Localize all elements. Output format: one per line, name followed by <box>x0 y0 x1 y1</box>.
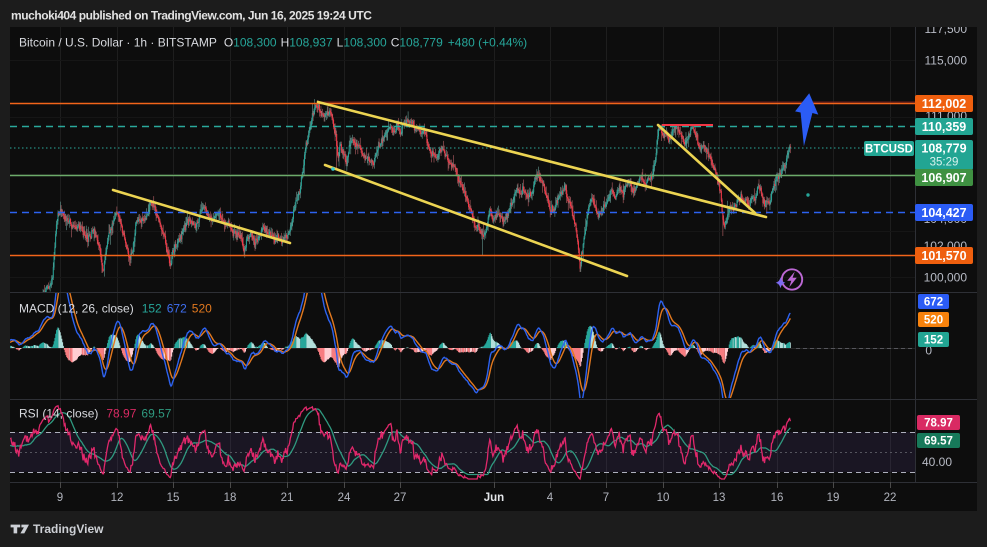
svg-text:115,000: 115,000 <box>925 54 968 68</box>
svg-text:10: 10 <box>657 492 670 504</box>
svg-text:69.57: 69.57 <box>924 436 953 448</box>
svg-text:104,427: 104,427 <box>921 206 966 220</box>
svg-text:muchoki404 published on Tradin: muchoki404 published on TradingView.com,… <box>11 9 372 23</box>
svg-text:4: 4 <box>547 492 554 504</box>
svg-text:0: 0 <box>925 344 932 358</box>
svg-text:112,002: 112,002 <box>922 97 967 111</box>
svg-text:672: 672 <box>924 297 943 309</box>
svg-text:108,779: 108,779 <box>921 142 966 156</box>
svg-text:12: 12 <box>111 492 124 504</box>
svg-text:16: 16 <box>771 492 784 504</box>
svg-text:78.97: 78.97 <box>924 418 953 430</box>
svg-text:21: 21 <box>281 492 294 504</box>
svg-text:106,907: 106,907 <box>921 171 966 185</box>
svg-text:27: 27 <box>394 492 407 504</box>
svg-text:18: 18 <box>224 492 237 504</box>
svg-text:22: 22 <box>884 492 897 504</box>
svg-text:117,500: 117,500 <box>925 22 968 36</box>
svg-text:15: 15 <box>167 492 180 504</box>
svg-text:Jun: Jun <box>484 492 504 504</box>
svg-text:110,359: 110,359 <box>922 120 967 134</box>
svg-text:24: 24 <box>338 492 351 504</box>
svg-text:100,000: 100,000 <box>924 271 968 285</box>
svg-text:7: 7 <box>603 492 609 504</box>
svg-text:101,570: 101,570 <box>921 249 966 263</box>
svg-text:9: 9 <box>57 492 63 504</box>
svg-text:Bitcoin / U.S. Dollar · 1h · B: Bitcoin / U.S. Dollar · 1h · BITSTAMP O10… <box>19 36 527 50</box>
svg-text:35:29: 35:29 <box>930 157 959 169</box>
svg-text:BTCUSD: BTCUSD <box>865 144 913 156</box>
svg-text:520: 520 <box>924 315 943 327</box>
svg-text:TradingView: TradingView <box>33 522 104 536</box>
svg-text:13: 13 <box>713 492 726 504</box>
svg-text:19: 19 <box>827 492 840 504</box>
svg-text:152: 152 <box>924 335 943 347</box>
svg-text:40.00: 40.00 <box>922 455 952 469</box>
